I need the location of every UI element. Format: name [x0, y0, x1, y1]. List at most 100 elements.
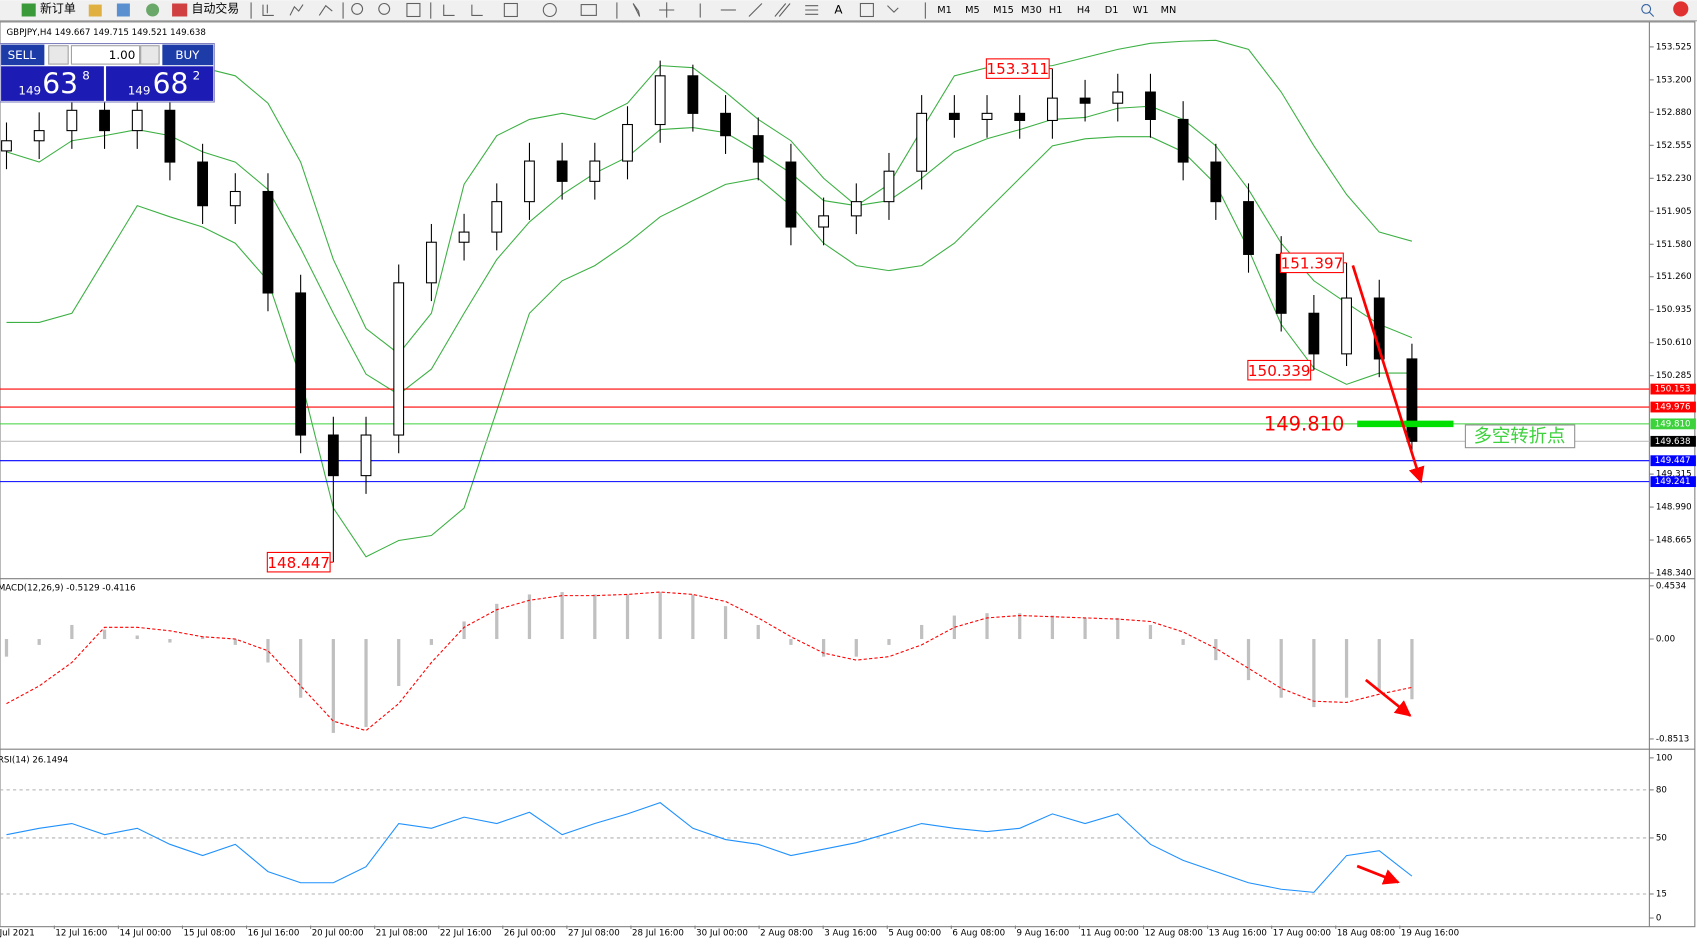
y-tick-label: 0.4534: [1656, 581, 1687, 591]
timeframe-button[interactable]: M30: [1021, 5, 1042, 16]
macd-bar: [70, 624, 74, 640]
lot-down[interactable]: [48, 45, 69, 65]
macd-bar: [1018, 613, 1022, 640]
x-tick-label: 6 Aug 08:00: [952, 929, 1005, 939]
candle-body: [981, 112, 993, 120]
toolbar-icon[interactable]: [116, 3, 130, 17]
macd-bar: [854, 639, 858, 657]
ask-box[interactable]: [106, 66, 214, 101]
sell-button[interactable]: [1, 44, 45, 66]
candle-body: [1243, 201, 1254, 255]
timeframe-button[interactable]: H1: [1049, 5, 1063, 16]
macd-bar: [233, 639, 237, 645]
macd-bar: [37, 639, 41, 645]
candle-body: [327, 434, 339, 477]
level-label: 149.241: [1655, 477, 1691, 487]
text-tool[interactable]: A: [834, 2, 843, 16]
macd-bar: [1116, 617, 1120, 640]
auto-trading-button[interactable]: 自动交易: [192, 1, 240, 15]
buy-label[interactable]: BUY: [175, 48, 200, 62]
candle-body: [229, 190, 241, 207]
candle-body: [1, 140, 12, 152]
candle-body: [262, 190, 274, 294]
timeframe-button[interactable]: M15: [993, 5, 1014, 16]
y-tick-label: 150.935: [1656, 305, 1692, 315]
macd-bar: [4, 639, 9, 657]
timeframe-button[interactable]: MN: [1161, 5, 1177, 16]
toolbar-icon[interactable]: [88, 4, 102, 17]
x-tick-label: 9 Jul 2021: [0, 929, 35, 939]
candle-body: [491, 201, 503, 233]
candle-body: [197, 161, 209, 207]
x-tick-label: 12 Jul 16:00: [55, 929, 107, 939]
macd-bar: [952, 615, 956, 640]
timeframe-button[interactable]: M1: [937, 5, 952, 16]
turning-point-note-box: [1464, 424, 1576, 449]
macd-bar: [102, 629, 107, 640]
lot-input[interactable]: [70, 45, 141, 65]
x-tick-label: 5 Aug 00:00: [888, 929, 941, 939]
x-tick-label: 2 Aug 08:00: [760, 929, 813, 939]
turning-point-note: 多空转折点: [1474, 426, 1566, 447]
price-annotation: 151.397: [1281, 254, 1344, 272]
plot-area: 9 Jul 2021 12 Jul 16:00 14 Jul 00:00 15 Jul…: [0, 39, 1692, 939]
new-order-button[interactable]: 新订单: [40, 1, 76, 15]
turning-point-bar: [1357, 420, 1454, 428]
timeframe-button[interactable]: H4: [1077, 5, 1091, 16]
y-tick-label: 50: [1656, 833, 1667, 843]
chart-window: [0, 21, 1696, 928]
auto-trading-icon[interactable]: [172, 3, 188, 17]
candle-body: [752, 135, 764, 163]
candle-body: [948, 112, 960, 120]
macd-bar: [1246, 639, 1251, 681]
x-tick-label: 18 Aug 08:00: [1337, 929, 1395, 939]
candle-body: [524, 160, 535, 203]
buy-button[interactable]: [162, 44, 214, 66]
macd-bar: [1083, 617, 1087, 640]
macd-bar: [299, 639, 303, 698]
macd-bar: [658, 592, 662, 640]
price-annotation: 148.447: [267, 554, 330, 572]
macd-bar: [200, 636, 205, 640]
y-tick-label: 150.285: [1656, 371, 1692, 381]
timeframe-button[interactable]: D1: [1105, 5, 1119, 16]
y-tick-label: 100: [1656, 753, 1673, 763]
candle-body: [654, 75, 666, 126]
macd-bar: [168, 639, 172, 643]
x-tick-label: 27 Jul 08:00: [568, 929, 620, 939]
candle-body: [556, 160, 568, 182]
macd-bar: [593, 594, 597, 640]
candle-body: [1079, 97, 1091, 104]
macd-bar: [1312, 639, 1316, 708]
timeframe-button[interactable]: W1: [1133, 5, 1149, 16]
rsi-title: RSI(14) 26.1494: [0, 756, 69, 766]
macd-bar: [527, 594, 532, 640]
lot-value[interactable]: 1.00: [109, 48, 135, 62]
level-label-bg: [1650, 455, 1696, 467]
macd-signal: [6, 591, 1413, 732]
candle-body: [1112, 91, 1124, 104]
new-order-icon[interactable]: [21, 3, 36, 17]
candle-body: [850, 201, 862, 217]
y-tick-label: 150.610: [1656, 338, 1692, 348]
macd-bar: [691, 594, 695, 640]
x-tick-label: 16 Jul 16:00: [248, 929, 300, 939]
notification-icon[interactable]: [1673, 1, 1689, 17]
macd-bar: [789, 639, 793, 645]
lot-up[interactable]: [140, 45, 160, 65]
toolbar-icon[interactable]: [146, 3, 160, 17]
trend-arrow: [1364, 678, 1412, 717]
candle-body: [164, 109, 176, 163]
bollinger-middle: [6, 105, 1413, 396]
x-tick-label: 12 Aug 08:00: [1145, 929, 1203, 939]
macd-bar: [135, 635, 139, 640]
timeframe-button[interactable]: M5: [965, 5, 980, 16]
sell-label[interactable]: SELL: [8, 48, 37, 62]
search-icon[interactable]: [1641, 4, 1655, 17]
x-tick-label: 28 Jul 16:00: [632, 929, 684, 939]
x-tick-label: 9 Aug 16:00: [1016, 929, 1069, 939]
bid-box[interactable]: [1, 66, 104, 101]
y-tick-label: 80: [1656, 785, 1667, 795]
macd-title: MACD(12,26,9) -0.5129 -0.4116: [0, 583, 136, 593]
